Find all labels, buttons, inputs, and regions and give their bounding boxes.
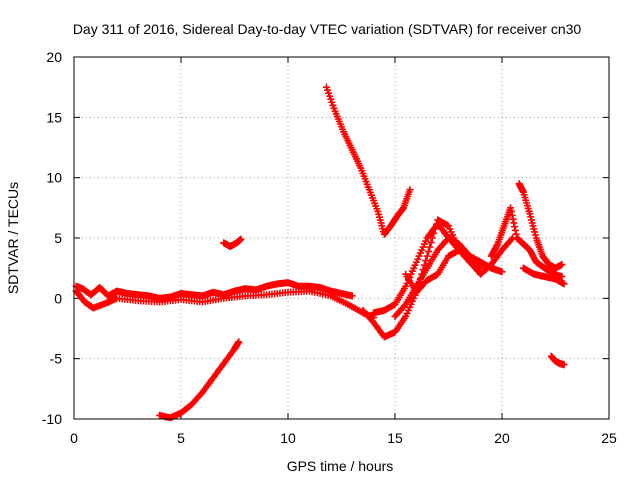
data-point (235, 338, 243, 346)
y-axis-title: SDTVAR / TECUs (5, 182, 21, 294)
y-tick-label: 5 (54, 230, 62, 246)
data-point (423, 252, 431, 260)
data-point (508, 211, 516, 219)
data-points (72, 83, 568, 422)
grid (74, 57, 609, 419)
series-small-negative (547, 352, 568, 369)
y-tick-label: 20 (46, 49, 62, 65)
series-descending-arc (323, 83, 414, 238)
data-point (427, 239, 435, 247)
series-baseline-cluster (72, 279, 356, 302)
y-tick-label: -5 (50, 351, 63, 367)
data-point (406, 186, 414, 194)
y-tick-label: 10 (46, 170, 62, 186)
x-tick-label: 10 (280, 430, 296, 446)
x-tick-label: 5 (177, 430, 185, 446)
series-small-cluster (220, 235, 245, 250)
y-tick-label: 15 (46, 109, 62, 125)
data-point (512, 230, 520, 238)
data-point (509, 215, 517, 223)
x-axis-title: GPS time / hours (287, 458, 394, 474)
data-point (426, 243, 434, 251)
x-tick-label: 20 (494, 430, 510, 446)
x-tick-label: 15 (387, 430, 403, 446)
data-point (511, 226, 519, 234)
y-tick-label: 0 (54, 290, 62, 306)
data-point (558, 273, 566, 281)
data-point (237, 235, 245, 243)
data-point (493, 242, 501, 250)
data-point (507, 236, 515, 244)
data-point (560, 280, 568, 288)
series-tail-22 (519, 264, 568, 288)
series-rising-negative (156, 338, 243, 422)
data-point (511, 223, 519, 231)
data-point (507, 204, 515, 212)
data-point (424, 248, 432, 256)
data-point (507, 208, 515, 216)
plot-frame (73, 56, 610, 420)
series-rise-4 (402, 234, 517, 296)
x-tick-label: 25 (601, 430, 617, 446)
data-point (560, 361, 568, 369)
x-tick-label: 0 (70, 430, 78, 446)
data-point (510, 219, 518, 227)
data-point (348, 292, 356, 300)
chart-title: Day 311 of 2016, Sidereal Day-to-day VTE… (73, 21, 582, 37)
data-point (558, 261, 566, 269)
data-point (400, 302, 408, 310)
y-tick-label: -10 (42, 411, 62, 427)
data-point (498, 268, 506, 276)
series-peak-21 (515, 180, 566, 272)
